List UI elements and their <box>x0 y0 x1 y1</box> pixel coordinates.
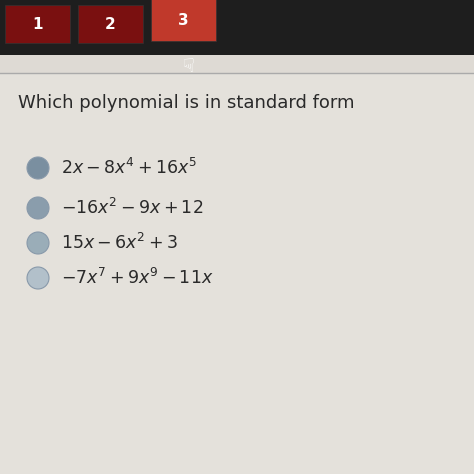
Text: 2: 2 <box>105 17 116 31</box>
Text: $2x-8x^4+16x^5$: $2x-8x^4+16x^5$ <box>61 158 197 178</box>
Bar <box>0 0 474 55</box>
Bar <box>0 73 474 474</box>
Bar <box>151 0 216 41</box>
Bar <box>5 5 70 43</box>
Text: ☟: ☟ <box>182 57 194 76</box>
Circle shape <box>27 232 49 254</box>
Circle shape <box>27 267 49 289</box>
Text: $-7x^7+9x^9-11x$: $-7x^7+9x^9-11x$ <box>61 268 213 288</box>
Circle shape <box>27 197 49 219</box>
Text: $15x-6x^2+3$: $15x-6x^2+3$ <box>61 233 178 253</box>
Text: $-16x^2-9x+12$: $-16x^2-9x+12$ <box>61 198 203 218</box>
Text: 1: 1 <box>32 17 43 31</box>
Circle shape <box>27 157 49 179</box>
Text: 3: 3 <box>178 12 189 27</box>
Text: Which polynomial is in standard form: Which polynomial is in standard form <box>18 94 355 112</box>
Bar <box>78 5 143 43</box>
